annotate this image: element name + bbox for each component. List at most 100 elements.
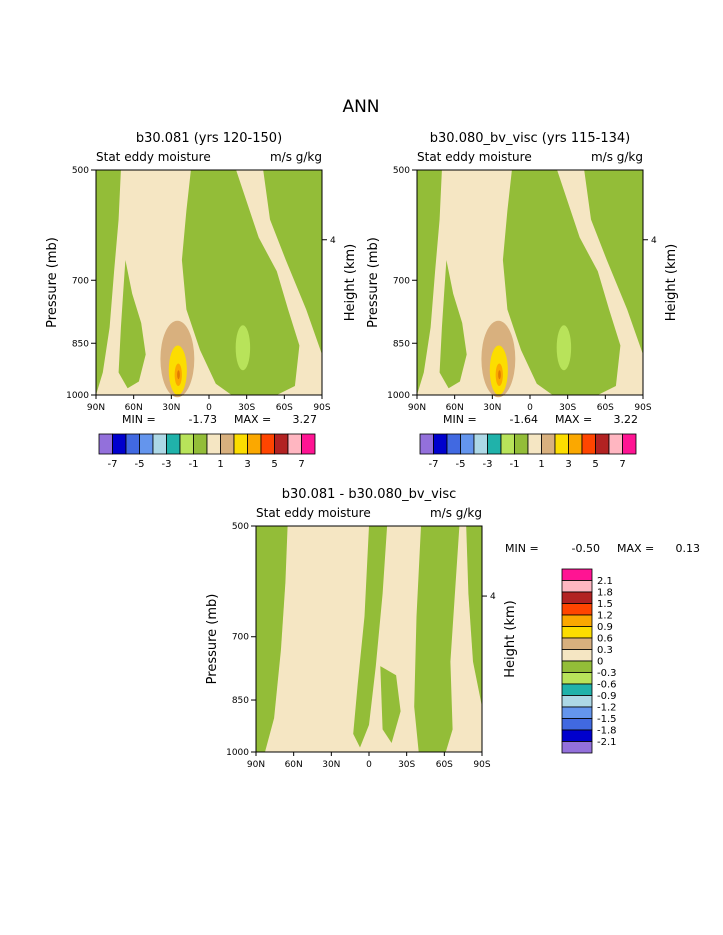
colorbar-label: 0.3 xyxy=(597,645,613,656)
colorbar-swatch xyxy=(193,433,208,455)
colorbar-label: -5 xyxy=(456,459,466,470)
panel-title: b30.081 - b30.080_bv_visc xyxy=(282,487,457,502)
x-tick-label: 90N xyxy=(247,760,265,770)
colorbar-swatch xyxy=(561,718,593,731)
y-right-axis-label: Height (km) xyxy=(503,600,518,677)
colorbar-swatch xyxy=(561,706,593,719)
colorbar-swatch xyxy=(419,433,434,455)
panel-diff: b30.081 - b30.080_bv_visc Stat eddy moist… xyxy=(205,487,700,770)
y-tick-label: 850 xyxy=(232,696,249,706)
colorbar-swatch xyxy=(179,433,194,455)
colorbar-label: 5 xyxy=(271,459,277,470)
colorbar-label: 1 xyxy=(217,459,223,470)
y-right-tick-label: 4 xyxy=(651,236,657,246)
colorbar-label: -3 xyxy=(483,459,493,470)
colorbar-swatch xyxy=(561,672,593,685)
colorbar-swatch xyxy=(112,433,127,455)
green-region-3 xyxy=(181,170,300,395)
green-region-4 xyxy=(414,526,460,752)
colorbar-swatch xyxy=(561,603,593,616)
colorbar-swatch xyxy=(446,433,461,455)
y-tick-label: 1000 xyxy=(66,391,89,401)
colorbar-label: 1.8 xyxy=(597,588,613,599)
colorbar-swatch xyxy=(595,433,610,455)
colorbar-swatch xyxy=(568,433,583,455)
colorbar-swatch xyxy=(561,591,593,604)
colorbar-swatch xyxy=(514,433,529,455)
x-tick-label: 30S xyxy=(559,403,576,413)
contour-lightgreen xyxy=(556,325,572,371)
colorbar-label: -0.9 xyxy=(597,691,617,702)
colorbar-swatch xyxy=(460,433,475,455)
colorbar-swatch xyxy=(139,433,154,455)
colorbar-label: 1.2 xyxy=(597,611,613,622)
x-tick-label: 60S xyxy=(436,760,453,770)
y-right-axis-label: Height (km) xyxy=(664,244,679,321)
colorbar-label: -1 xyxy=(189,459,199,470)
colorbar-swatch xyxy=(125,433,140,455)
colorbar-label: -0.3 xyxy=(597,668,617,679)
colorbar-swatch xyxy=(433,433,448,455)
colorbar-swatch xyxy=(287,433,302,455)
colorbar-swatch xyxy=(500,433,515,455)
colorbar-swatch xyxy=(206,433,221,455)
colorbar-swatch xyxy=(233,433,248,455)
y-tick-label: 1000 xyxy=(387,391,410,401)
colorbar-label: 7 xyxy=(619,459,625,470)
main-title: ANN xyxy=(342,97,379,117)
x-tick-label: 30N xyxy=(162,403,180,413)
min-text: MIN = xyxy=(122,413,156,426)
contour-red xyxy=(177,370,180,380)
x-tick-label: 30S xyxy=(238,403,255,413)
contour-lightgreen xyxy=(235,325,251,371)
y-right-tick-label: 4 xyxy=(330,236,336,246)
colorbar-swatch xyxy=(527,433,542,455)
colorbar-swatch xyxy=(247,433,262,455)
colorbar-label: 0.6 xyxy=(597,634,613,645)
colorbar-swatch xyxy=(166,433,181,455)
x-tick-label: 60N xyxy=(285,760,303,770)
max-value: 3.27 xyxy=(293,413,318,426)
y-tick-label: 500 xyxy=(232,522,249,532)
colorbar-label: 7 xyxy=(298,459,304,470)
green-region-5 xyxy=(466,526,482,707)
max-text: MAX = xyxy=(555,413,592,426)
colorbar-swatch xyxy=(561,683,593,696)
colorbar-label: -1.8 xyxy=(597,726,617,737)
green-region-1 xyxy=(96,170,121,395)
colorbar-label: -7 xyxy=(429,459,439,470)
x-tick-label: 90S xyxy=(313,403,330,413)
colorbar-label: -1.5 xyxy=(597,714,617,725)
green-region-2 xyxy=(118,260,146,389)
colorbar-label: -7 xyxy=(108,459,118,470)
colorbar-label: -1.2 xyxy=(597,703,617,714)
green-region-3 xyxy=(380,666,401,743)
colorbar-swatch xyxy=(561,741,593,754)
y-tick-label: 1000 xyxy=(226,748,249,758)
x-tick-label: 0 xyxy=(366,760,372,770)
colorbar-swatch xyxy=(220,433,235,455)
colorbar-swatch xyxy=(98,433,113,455)
contour-red xyxy=(498,370,501,380)
x-tick-label: 90N xyxy=(408,403,426,413)
x-tick-label: 0 xyxy=(527,403,533,413)
colorbar-swatch xyxy=(152,433,167,455)
panel-subtitle-right: m/s g/kg xyxy=(270,150,322,164)
min-text: MIN = xyxy=(505,542,539,555)
max-text: MAX = xyxy=(234,413,271,426)
panel-right: b30.080_bv_visc (yrs 115-134) Stat eddy m… xyxy=(366,131,679,470)
green-region-4 xyxy=(263,170,322,355)
y-axis-label: Pressure (mb) xyxy=(45,237,60,328)
colorbar-swatch xyxy=(561,614,593,627)
colorbar-swatch xyxy=(487,433,502,455)
min-text: MIN = xyxy=(443,413,477,426)
y-right-axis-label: Height (km) xyxy=(343,244,358,321)
max-value: 0.13 xyxy=(676,542,701,555)
x-tick-label: 60S xyxy=(276,403,293,413)
colorbar-label: 1 xyxy=(538,459,544,470)
y-axis-label: Pressure (mb) xyxy=(366,237,381,328)
x-tick-label: 60S xyxy=(597,403,614,413)
green-region-1 xyxy=(256,526,288,752)
colorbar-label: 5 xyxy=(592,459,598,470)
